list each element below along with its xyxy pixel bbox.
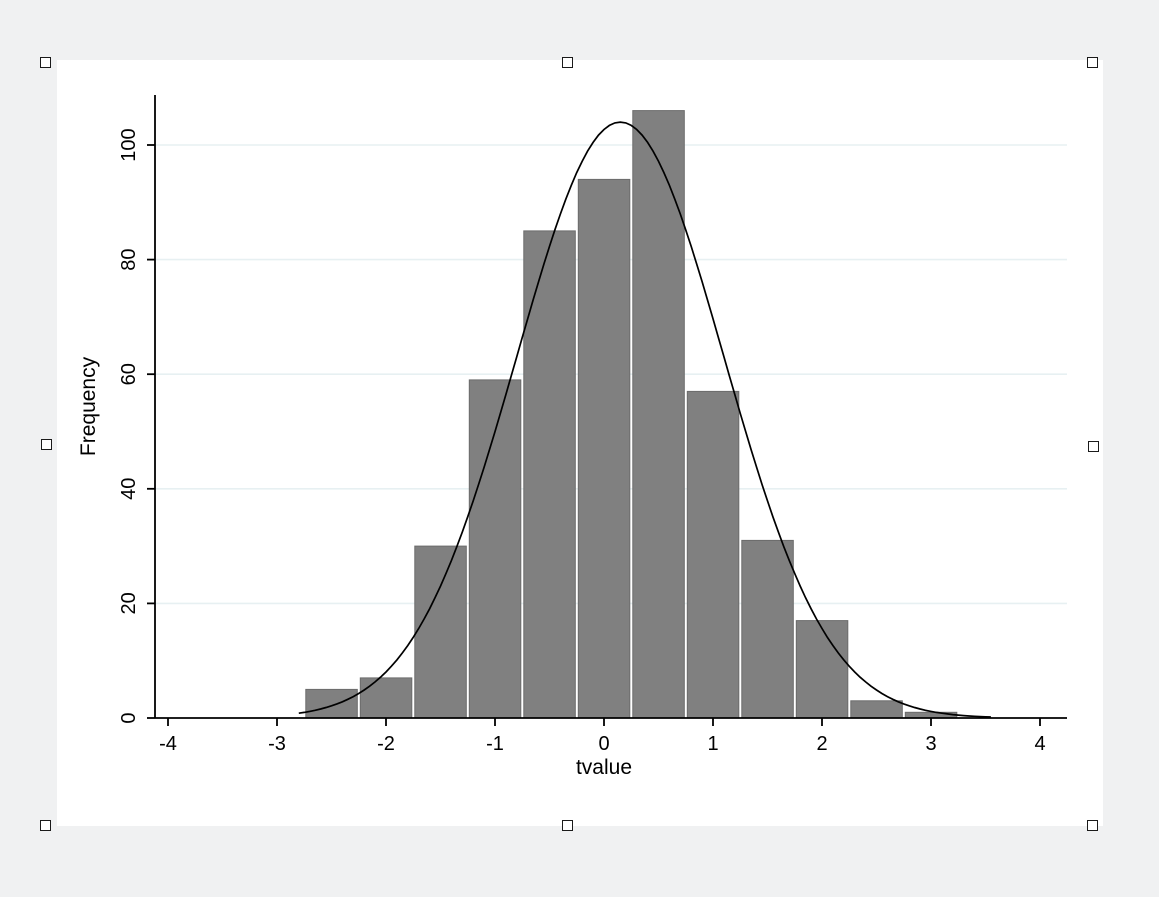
histogram-bar: [741, 539, 794, 719]
histogram-chart: 0 20 40 60 80 100 -4 -3 -2 -1 0 1 2 3 4 Frequency tvalue: [77, 95, 1067, 779]
x-tick-label: -1: [486, 733, 504, 755]
histogram-bar: [577, 178, 631, 719]
x-tick-label: -4: [159, 733, 177, 755]
selection-handle-bottom-left[interactable]: [40, 820, 51, 831]
histogram-bar: [850, 700, 903, 719]
histogram-bar: [305, 688, 358, 719]
x-tick-label: 4: [1034, 733, 1045, 755]
selection-handle-top-left[interactable]: [40, 57, 51, 68]
selection-handle-top-right[interactable]: [1087, 57, 1098, 68]
histogram-bar: [468, 379, 522, 719]
y-tick-label: 40: [118, 478, 140, 500]
histogram-bar: [414, 545, 467, 719]
x-tick-label: -3: [268, 733, 286, 755]
histogram-bar: [632, 110, 685, 719]
y-tick-label: 0: [118, 712, 140, 723]
histogram-bar: [359, 677, 413, 719]
x-tick-label: 2: [816, 733, 827, 755]
selection-handle-middle-left[interactable]: [41, 439, 52, 450]
selection-handle-middle-right[interactable]: [1088, 441, 1099, 452]
selection-handle-top-center[interactable]: [562, 57, 573, 68]
y-tick-label: 60: [118, 363, 140, 385]
x-tick-label: 1: [707, 733, 718, 755]
histogram-bar: [795, 620, 849, 719]
x-tick-label: 3: [925, 733, 936, 755]
x-axis-title: tvalue: [576, 756, 632, 779]
selection-handle-bottom-right[interactable]: [1087, 820, 1098, 831]
y-axis-title: Frequency: [77, 356, 100, 456]
histogram-bar: [686, 390, 740, 719]
x-tick-label: 0: [598, 733, 609, 755]
y-tick-label: 100: [118, 128, 140, 161]
graph-canvas[interactable]: 0 20 40 60 80 100 -4 -3 -2 -1 0 1 2 3 4 Frequency tvalue: [57, 60, 1103, 826]
normal-curve: [298, 121, 991, 718]
y-tick-label: 80: [118, 248, 140, 270]
y-tick-label: 20: [118, 592, 140, 614]
selection-handle-bottom-center[interactable]: [562, 820, 573, 831]
x-tick-label: -2: [377, 733, 395, 755]
